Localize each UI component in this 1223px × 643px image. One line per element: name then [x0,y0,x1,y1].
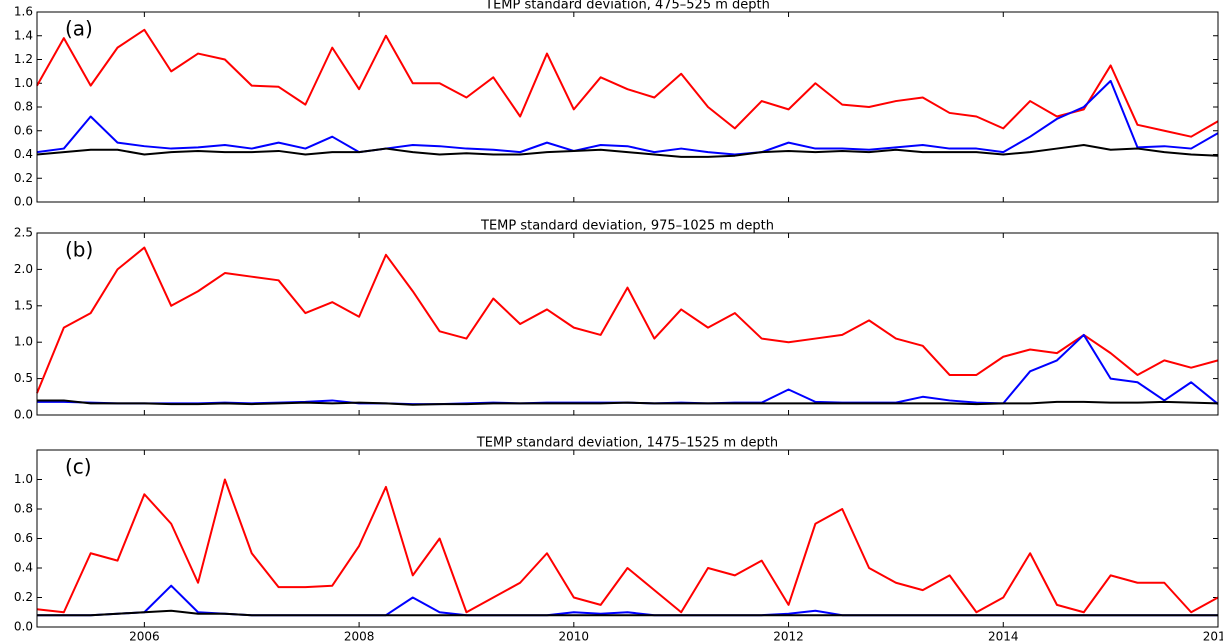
y-tick-label: 0.2 [14,590,33,604]
y-tick-label: 1.0 [14,472,33,486]
panel-title: TEMP standard deviation, 475–525 m depth [484,0,770,13]
y-tick-label: 0.4 [14,147,33,161]
plot-frame [36,11,1219,203]
y-tick-label: 0.2 [14,171,33,185]
data-line [37,333,1219,406]
y-tick-label: 2.0 [14,262,33,276]
y-tick-label: 0.4 [14,561,33,575]
y-tick-label: 1.4 [14,28,33,42]
y-tick-label: 0.8 [14,100,33,114]
data-line [36,246,1219,394]
panel-label: (c) [65,455,92,479]
panel-label: (a) [65,17,93,41]
y-tick-label: 1.6 [14,5,33,19]
x-tick-label: 2010 [559,630,590,643]
y-tick-label: 0.8 [14,502,33,516]
x-tick-label: 2008 [344,630,375,643]
data-line [36,28,1219,138]
y-tick-label: 0.5 [14,371,33,385]
data-line [37,399,1219,406]
data-line [37,609,1218,617]
y-tick-label: 1.0 [14,335,33,349]
y-tick-label: 0.0 [14,620,33,634]
data-line [36,478,1219,614]
data-line [36,79,1219,156]
y-tick-label: 0.0 [14,408,33,422]
data-line [36,144,1219,158]
y-tick-label: 1.0 [14,76,33,90]
y-tick-label: 1.2 [14,52,33,66]
x-tick-label: 2016 [1203,630,1223,643]
plot-frame [36,449,1219,628]
x-tick-label: 2014 [988,630,1019,643]
y-tick-label: 2.5 [14,226,33,240]
y-tick-label: 0.6 [14,123,33,137]
x-tick-label: 2012 [773,630,804,643]
x-tick-label: 2006 [129,630,160,643]
y-tick-label: 0.0 [14,195,33,209]
y-tick-label: 1.5 [14,298,33,312]
panel-title: TEMP standard deviation, 1475–1525 m dep… [476,436,778,451]
plot-frame [36,232,1219,416]
panel-label: (b) [65,238,93,262]
y-tick-label: 0.6 [14,531,33,545]
data-line [37,584,1218,617]
panel-title: TEMP standard deviation, 975–1025 m dept… [480,219,774,234]
